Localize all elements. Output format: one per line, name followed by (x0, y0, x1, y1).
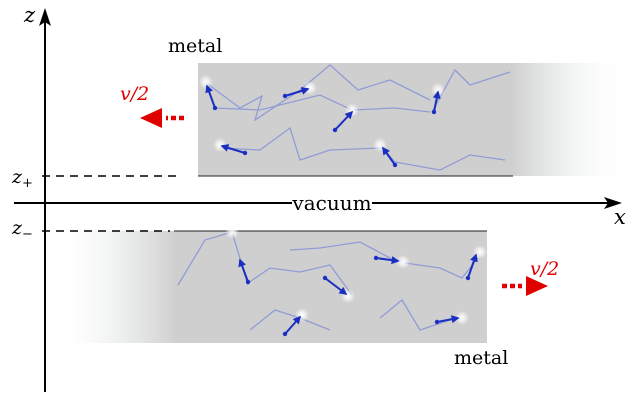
electron-vector (432, 90, 441, 113)
sparkle (303, 81, 317, 95)
electron-vector (284, 315, 302, 335)
electron-vector (284, 87, 310, 97)
electron-arrow (282, 308, 309, 337)
z-minus-label: z− (11, 217, 33, 242)
electron-dot (282, 331, 288, 337)
electron-dot (282, 93, 288, 99)
vacuum-label: vacuum (291, 191, 371, 215)
electron-dot (434, 319, 440, 325)
velocity-bottom-label: v/2 (530, 258, 559, 280)
electron-arrow (332, 103, 359, 133)
metal-slab-top (198, 63, 630, 177)
electron-vector (238, 258, 249, 283)
x-axis (14, 197, 622, 209)
electron-vector (375, 256, 400, 265)
electron-dot (322, 275, 328, 281)
z-axis-label: z (23, 3, 36, 27)
electron-arrow (199, 75, 218, 111)
electron-dot (332, 127, 338, 133)
electron-arrow (282, 81, 317, 99)
sparkle (345, 103, 359, 117)
electron-arrow (225, 225, 251, 285)
electron-vector (205, 84, 216, 109)
electron-vector (382, 146, 396, 166)
arrow-right-dashed-icon (502, 276, 548, 296)
metal-slab-bottom (50, 230, 487, 343)
electron-arrow (322, 275, 355, 303)
z-axis (39, 8, 51, 392)
electron-arrows (199, 75, 487, 337)
arrow-left-dashed-icon (140, 108, 184, 128)
electron-trail (219, 126, 381, 161)
electron-trail (204, 64, 431, 122)
electron-arrow (431, 83, 445, 115)
x-axis-label: x (614, 205, 626, 229)
electron-vector (334, 110, 354, 131)
metal-bottom-label: metal (454, 347, 508, 369)
electron-arrow (373, 138, 398, 168)
electron-dot (212, 105, 218, 111)
sparkle (396, 255, 410, 269)
electron-arrow (373, 255, 410, 269)
electron-dot (245, 279, 251, 285)
electron-trail (404, 257, 479, 279)
electron-arrow (434, 311, 469, 325)
electron-arrow (213, 138, 248, 156)
electron-dot (431, 109, 437, 115)
electron-vector (436, 315, 460, 324)
electron-dot (392, 162, 398, 168)
electron-vector (220, 144, 246, 154)
sparkle (199, 75, 213, 89)
electron-dot (465, 275, 471, 281)
electron-arrow (465, 245, 487, 281)
electron-dot (373, 255, 379, 261)
electron-vector (324, 277, 348, 295)
velocity-top-label: v/2 (120, 83, 149, 105)
metal-top-label: metal (168, 35, 222, 57)
sparkle (213, 138, 227, 152)
electron-dot (242, 150, 248, 156)
electron-vector (467, 253, 478, 279)
electron-trail (214, 94, 431, 113)
electron-trail (249, 309, 331, 331)
sparkle (225, 225, 239, 239)
electron-trail (247, 264, 353, 296)
z-plus-label: z+ (11, 166, 33, 191)
